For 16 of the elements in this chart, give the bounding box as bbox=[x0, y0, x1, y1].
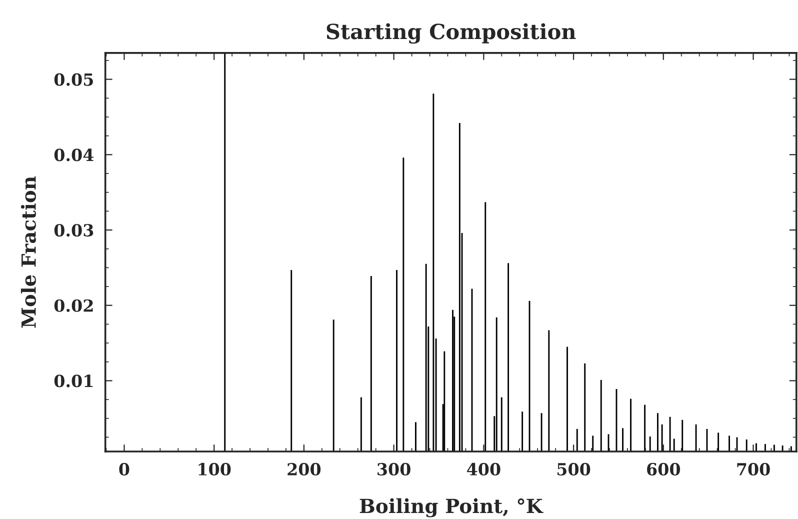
x-tick-label: 200 bbox=[288, 462, 321, 476]
x-tick-label: 0 bbox=[119, 462, 130, 476]
y-tick-label: 0.02 bbox=[54, 299, 93, 312]
x-tick-label: 100 bbox=[198, 462, 231, 476]
y-axis-title: Mole Fraction bbox=[20, 176, 36, 328]
x-tick-label: 600 bbox=[647, 462, 680, 476]
x-tick-label: 700 bbox=[737, 462, 770, 476]
y-tick-label: 0.03 bbox=[54, 224, 94, 237]
x-axis-title: Boiling Point, °K bbox=[360, 498, 544, 518]
y-tick-label: 0.04 bbox=[54, 148, 94, 162]
y-tick-label: 0.01 bbox=[54, 374, 93, 388]
y-tick-label: 0.05 bbox=[54, 73, 93, 86]
x-tick-label: 400 bbox=[466, 462, 500, 476]
chart-title: Starting Composition bbox=[326, 23, 576, 44]
x-tick-label: 500 bbox=[558, 462, 590, 476]
x-tick-label: 300 bbox=[378, 462, 410, 476]
